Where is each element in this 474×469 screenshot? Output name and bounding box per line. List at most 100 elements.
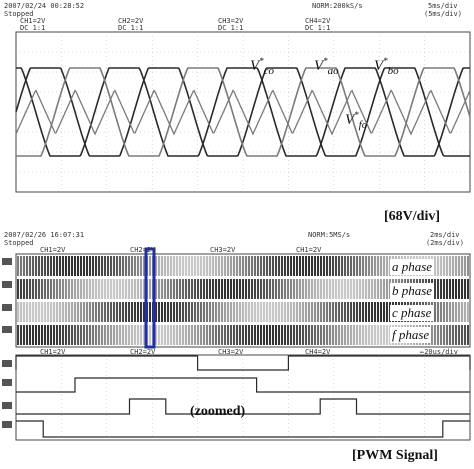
pwm-pulse <box>329 279 331 299</box>
pwm-pulse <box>374 256 376 276</box>
pwm-pulse <box>107 279 109 299</box>
pwm-pulse <box>74 302 76 322</box>
pwm-pulse <box>23 279 25 299</box>
pwm-pulse <box>227 256 229 276</box>
pwm-pulse <box>137 256 139 276</box>
label-v-ao: V*ao <box>314 56 339 77</box>
pwm-pulse <box>335 302 337 322</box>
pwm-pulse <box>89 302 91 322</box>
pwm-pulse <box>62 256 64 276</box>
pwm-pulse <box>254 302 256 322</box>
pwm-pulse <box>386 279 388 299</box>
pwm-pulse <box>149 256 151 276</box>
pwm-pulse <box>104 302 106 322</box>
pwm-pulse <box>71 256 73 276</box>
zoomed-label: (zoomed) <box>190 404 246 419</box>
pwm-pulse <box>53 279 55 299</box>
pwm-pulse <box>161 302 163 322</box>
top-ch4-coupling: DC 1:1 <box>305 24 331 32</box>
pwm-pulse <box>71 302 73 322</box>
bottom-timebase: 2ms/div <box>430 231 460 239</box>
pwm-pulse <box>305 302 307 322</box>
pwm-pulse <box>233 279 235 299</box>
pwm-pulse <box>380 302 382 322</box>
top-sample-rate: NORM:200kS/s <box>312 2 363 10</box>
ch-marker-1 <box>2 258 12 265</box>
pwm-pulse <box>287 325 289 345</box>
pwm-pulse <box>464 302 466 322</box>
pwm-pulse <box>38 325 40 345</box>
pwm-pulse <box>275 279 277 299</box>
pwm-pulse <box>77 256 79 276</box>
top-datetime: 2007/02/24 00:28:52 <box>4 2 85 10</box>
pwm-pulse <box>230 302 232 322</box>
phase-label-a: a phase <box>390 259 435 275</box>
pwm-pulse <box>212 302 214 322</box>
pwm-pulse <box>38 256 40 276</box>
pwm-pulse <box>203 256 205 276</box>
pwm-pulse <box>386 302 388 322</box>
pwm-pulse <box>32 279 34 299</box>
pwm-pulse <box>167 325 169 345</box>
pwm-pulse <box>350 302 352 322</box>
pwm-pulse <box>278 256 280 276</box>
label-v-bo: V*bo <box>374 56 399 77</box>
pwm-pulse <box>95 279 97 299</box>
top-ch4-label: CH4=2V <box>305 17 331 25</box>
pwm-pulse <box>353 279 355 299</box>
pwm-pulse <box>440 302 442 322</box>
pwm-pulse <box>227 325 229 345</box>
pwm-pulse <box>437 325 439 345</box>
pwm-pulse <box>65 325 67 345</box>
pwm-pulse <box>86 279 88 299</box>
pwm-pulse <box>17 325 19 345</box>
pwm-pulse <box>323 302 325 322</box>
pwm-pulse <box>341 279 343 299</box>
pwm-pulse <box>134 325 136 345</box>
pwm-pulse <box>17 256 19 276</box>
pwm-pulse <box>302 325 304 345</box>
pwm-pulse <box>23 325 25 345</box>
pwm-pulse <box>287 256 289 276</box>
pwm-pulse <box>296 325 298 345</box>
top-ch2-label: CH2=2V <box>118 17 144 25</box>
pwm-pulse <box>464 279 466 299</box>
pwm-pulse <box>263 302 265 322</box>
pwm-pulse <box>278 325 280 345</box>
pwm-pulse <box>74 325 76 345</box>
pwm-pulse <box>83 256 85 276</box>
pwm-pulse <box>101 302 103 322</box>
pwm-pulse <box>110 325 112 345</box>
pwm-pulse <box>41 325 43 345</box>
pwm-pulse <box>245 256 247 276</box>
pwm-pulse <box>80 279 82 299</box>
pwm-pulse <box>125 302 127 322</box>
pwm-pulse <box>266 302 268 322</box>
zoom-trace-1 <box>15 355 471 371</box>
top-timebase: 5ms/div <box>428 2 458 10</box>
pwm-pulse <box>380 325 382 345</box>
pwm-pulse <box>215 279 217 299</box>
pwm-pulse <box>29 279 31 299</box>
pwm-pulse <box>446 279 448 299</box>
pwm-pulse <box>359 325 361 345</box>
pwm-pulse <box>77 325 79 345</box>
pwm-pulse <box>248 279 250 299</box>
pwm-pulse <box>434 302 436 322</box>
pwm-pulse <box>236 325 238 345</box>
pwm-pulse <box>176 279 178 299</box>
pwm-pulse <box>173 256 175 276</box>
pwm-pulse <box>239 325 241 345</box>
pwm-pulse <box>434 325 436 345</box>
pwm-pulse <box>188 325 190 345</box>
pwm-pulse <box>158 325 160 345</box>
pwm-pulse <box>227 302 229 322</box>
pwm-pulse <box>185 325 187 345</box>
bottom-ch1: CH1=2V <box>40 246 66 254</box>
pwm-pulse <box>38 279 40 299</box>
pwm-pulse <box>23 256 25 276</box>
pwm-pulse <box>278 279 280 299</box>
pwm-pulse <box>437 256 439 276</box>
pwm-pulse <box>26 256 28 276</box>
pwm-pulse <box>107 256 109 276</box>
